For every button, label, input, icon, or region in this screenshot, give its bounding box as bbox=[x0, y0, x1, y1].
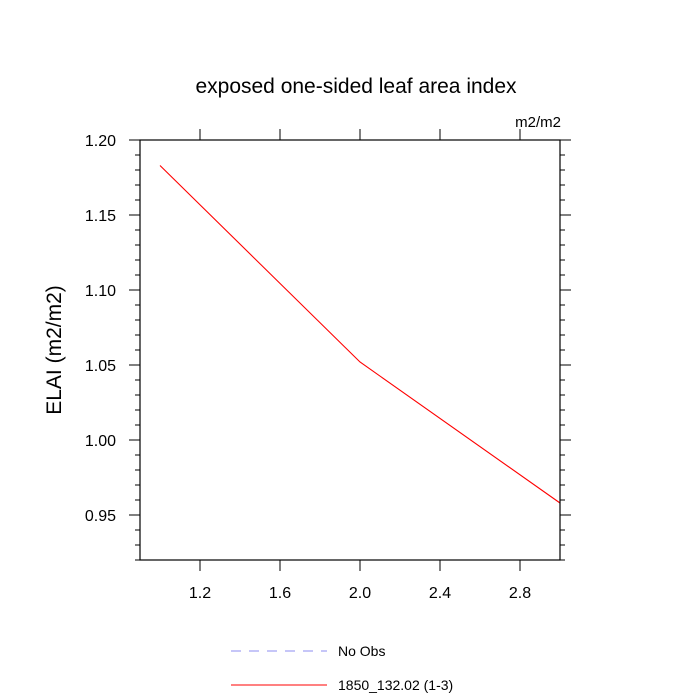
x-tick-label: 2.8 bbox=[509, 585, 531, 602]
series-line bbox=[159, 165, 561, 504]
axis-ticks bbox=[129, 129, 571, 571]
units-label: m2/m2 bbox=[515, 114, 561, 131]
chart-title: exposed one-sided leaf area index bbox=[195, 75, 517, 98]
y-tick-label: 0.95 bbox=[85, 508, 116, 525]
y-axis-label: ELAI (m2/m2) bbox=[43, 285, 66, 415]
y-tick-label: 1.20 bbox=[85, 133, 116, 150]
series-lines bbox=[159, 165, 561, 504]
x-tick-label: 1.6 bbox=[269, 585, 291, 602]
x-tick-label: 1.2 bbox=[189, 585, 211, 602]
legend: No Obs 1850_132.02 (1-3) bbox=[231, 643, 453, 693]
y-tick-label: 1.00 bbox=[85, 433, 116, 450]
x-tick-label: 2.4 bbox=[429, 585, 451, 602]
plot-frame bbox=[139, 139, 561, 561]
tick-labels: 1.2 1.6 2.0 2.4 2.8 0.95 1.00 1.05 1.10 1.15 1.20 bbox=[85, 133, 531, 602]
y-tick-label: 1.05 bbox=[85, 358, 116, 375]
y-tick-label: 1.15 bbox=[85, 208, 116, 225]
x-tick-label: 2.0 bbox=[349, 585, 371, 602]
legend-label: No Obs bbox=[338, 643, 385, 659]
y-tick-label: 1.10 bbox=[85, 283, 116, 300]
legend-label: 1850_132.02 (1-3) bbox=[338, 677, 453, 693]
